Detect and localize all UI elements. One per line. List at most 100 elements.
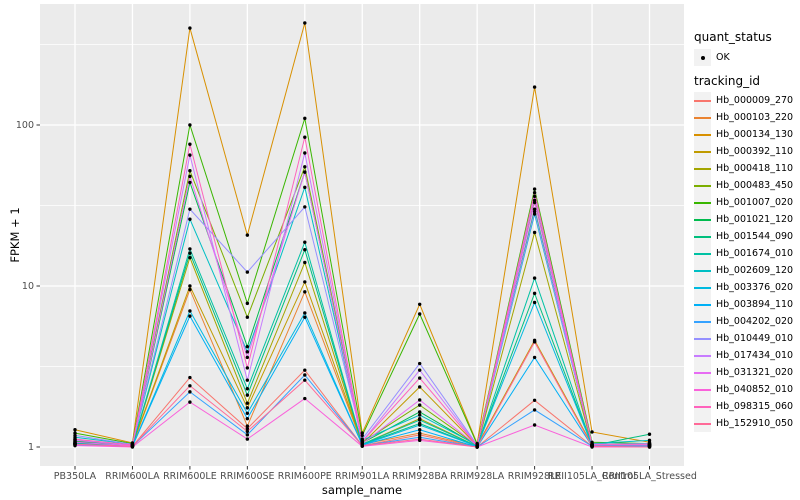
data-point [532, 300, 537, 305]
data-point [418, 312, 422, 316]
data-point [418, 302, 422, 306]
data-point [303, 185, 307, 190]
data-point [418, 418, 422, 422]
data-point [188, 123, 192, 127]
legend-item: Hb_001021_120 [694, 211, 798, 228]
data-point [418, 368, 422, 372]
data-point [188, 375, 192, 380]
legend-item: Hb_003894_110 [694, 296, 798, 313]
legend-key-box [694, 143, 711, 160]
data-point [188, 169, 192, 173]
data-point [188, 247, 192, 251]
data-point [303, 378, 307, 382]
data-point [188, 142, 192, 146]
data-point [418, 431, 422, 435]
legend-line-icon [694, 269, 711, 272]
data-point [303, 116, 307, 121]
data-point [245, 437, 250, 441]
legend-line-icon [694, 133, 711, 136]
data-point [188, 309, 192, 313]
x-tick-label: RRIM600SE [220, 471, 274, 482]
legend-line-icon [694, 354, 711, 357]
data-point [303, 240, 307, 244]
data-point [303, 290, 307, 294]
x-tick-label: RRII105LA_Stressed [602, 471, 697, 482]
legend-line-icon [694, 218, 711, 221]
data-point [245, 301, 250, 306]
data-point [188, 390, 192, 394]
data-point [73, 442, 77, 446]
legend-item: Hb_001674_010 [694, 245, 798, 262]
legend-item-label: Hb_098315_060 [716, 401, 794, 412]
legend-item-label: Hb_000134_130 [716, 129, 794, 140]
x-axis-title: sample_name [321, 483, 403, 497]
data-point [303, 248, 307, 252]
data-point [532, 187, 537, 191]
data-point [188, 255, 192, 260]
legend-item: Hb_000418_110 [694, 160, 798, 177]
legend-key-box [694, 398, 711, 415]
data-point [245, 424, 250, 428]
data-point [188, 384, 192, 388]
legend-item: Hb_010449_010 [694, 330, 798, 347]
legend-item: Hb_000392_110 [694, 143, 798, 160]
legend-key-box [694, 347, 711, 364]
legend-item-label: Hb_003894_110 [716, 299, 794, 310]
legend-item-label: Hb_017434_010 [716, 350, 794, 361]
data-point [245, 344, 250, 349]
legend-line-icon [694, 116, 711, 119]
legend-key-box [694, 296, 711, 313]
tracking-id-legend-list: Hb_000009_270 Hb_000103_220 Hb_000134_130 H… [694, 92, 798, 432]
legend-line-icon [694, 405, 711, 408]
data-point [245, 401, 250, 405]
data-point [475, 445, 479, 449]
data-point [303, 151, 307, 155]
data-point [188, 287, 192, 292]
legend-item: Hb_017434_010 [694, 347, 798, 364]
data-point [130, 444, 135, 449]
data-point [245, 416, 250, 421]
data-point [532, 408, 537, 412]
legend-key-box [694, 415, 711, 432]
data-point [245, 350, 250, 354]
data-point [303, 373, 307, 377]
legend-item: Hb_031321_020 [694, 364, 798, 381]
legend-item: Hb_000134_130 [694, 126, 798, 143]
data-point [647, 432, 652, 436]
legend-item-label: Hb_004202_020 [716, 316, 794, 327]
legend-line-icon [694, 235, 711, 238]
data-point [532, 207, 537, 211]
ok-point-icon [700, 55, 705, 60]
data-point [532, 85, 537, 89]
y-axis-title: FPKM + 1 [8, 207, 22, 263]
data-point [647, 445, 652, 449]
legend-key-box [694, 126, 711, 143]
legend-item-label: Hb_002609_120 [716, 265, 794, 276]
data-point [303, 165, 307, 169]
x-tick-label: PB350LA [54, 471, 97, 482]
data-point [647, 438, 652, 443]
legend-key-box [694, 313, 711, 330]
data-point [532, 355, 537, 360]
legend-key-box [694, 364, 711, 381]
data-point [245, 426, 250, 431]
data-point [303, 170, 307, 174]
data-point [360, 433, 364, 438]
legend-key-box [694, 245, 711, 262]
data-point [590, 430, 594, 434]
legend-item: Hb_000483_450 [694, 177, 798, 194]
legend-line-icon [694, 286, 711, 289]
data-point [532, 398, 537, 403]
legend-key-box [694, 194, 711, 211]
data-point [245, 355, 250, 360]
x-tick-label: RRIM600LE [163, 471, 217, 482]
data-point [245, 233, 250, 237]
data-point [303, 315, 307, 319]
legend-line-icon [694, 388, 711, 391]
data-point [418, 437, 422, 441]
legend-item-label: Hb_031321_020 [716, 367, 794, 378]
legend-item-label: Hb_001007_020 [716, 197, 794, 208]
data-point [418, 423, 422, 427]
legend-line-icon [694, 337, 711, 340]
legend-item-label: OK [716, 52, 730, 63]
